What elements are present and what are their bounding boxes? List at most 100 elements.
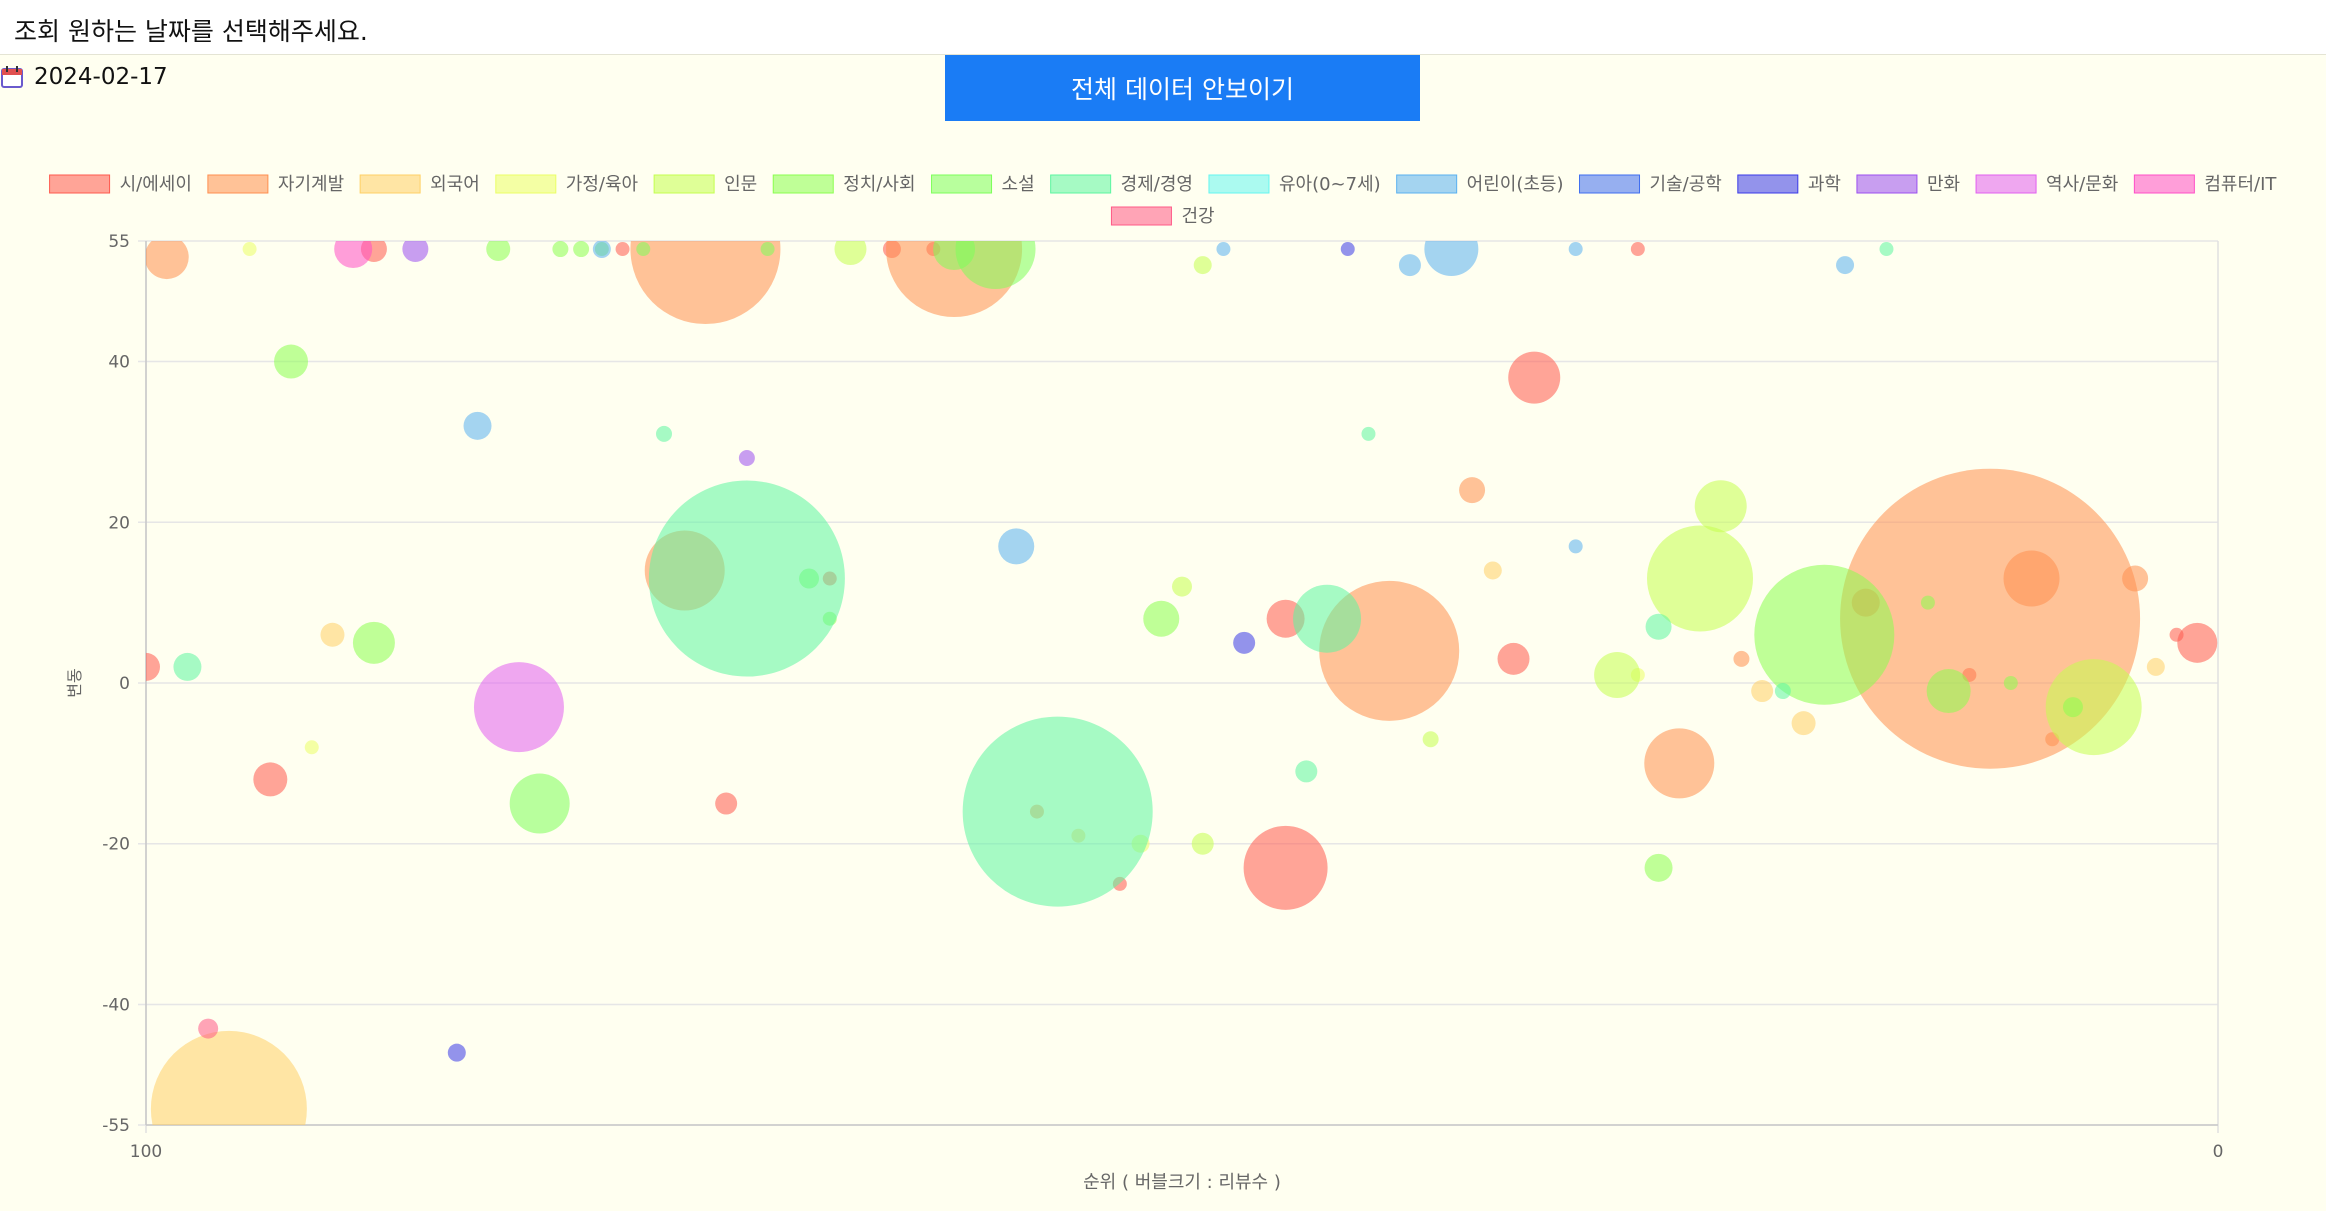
y-tick-label: 0 (119, 674, 130, 694)
bubble-point (636, 242, 651, 257)
legend-swatch (359, 174, 421, 194)
y-tick-label: -55 (102, 1116, 130, 1136)
bubble-point (1172, 576, 1192, 597)
legend-label: 시/에세이 (120, 174, 192, 195)
legend-item[interactable]: 외국어 (359, 174, 480, 195)
date-value[interactable]: 2024-02-17 (34, 64, 168, 90)
bubble-point (630, 241, 781, 325)
bubble-point (1340, 242, 1355, 257)
legend-item[interactable]: 정치/사회 (772, 174, 916, 195)
legend-label: 어린이(초등) (1467, 174, 1564, 195)
bubble-point (656, 425, 672, 442)
legend-item[interactable]: 과학 (1737, 174, 1841, 195)
legend-swatch (207, 174, 269, 194)
legend-swatch (49, 174, 111, 194)
bubble-point (1568, 242, 1583, 257)
legend-item[interactable]: 가정/육아 (495, 174, 639, 195)
legend-swatch (2133, 174, 2195, 194)
bubble-point (146, 652, 160, 681)
legend-label: 가정/육아 (566, 174, 639, 195)
bubble-point (615, 242, 630, 257)
legend-item[interactable]: 역사/문화 (1975, 174, 2118, 195)
legend-item[interactable]: 기술/공학 (1579, 174, 1722, 195)
bubble-point (1193, 256, 1212, 275)
legend-swatch (1856, 174, 1918, 194)
bubble-point (486, 241, 511, 262)
y-tick-label: 55 (108, 232, 130, 252)
legend-item[interactable]: 컴퓨터/IT (2133, 174, 2277, 195)
legend-label: 건강 (1181, 206, 1214, 227)
bubble-point (146, 241, 189, 280)
legend-item[interactable]: 자기계발 (207, 174, 344, 195)
header-bar: 조회 원하는 날짜를 선택해주세요. (0, 0, 2326, 55)
bubble-point (1926, 669, 1971, 714)
x-tick-label: 0 (2213, 1142, 2224, 1162)
legend-label: 기술/공학 (1650, 174, 1722, 195)
bubble-point (304, 740, 319, 755)
bubble-point (738, 449, 755, 466)
hide-all-data-button[interactable]: 전체 데이터 안보이기 (945, 55, 1420, 121)
bubble-point (1361, 426, 1376, 441)
legend-item[interactable]: 시/에세이 (49, 174, 192, 195)
legend-label: 과학 (1808, 174, 1841, 195)
bubble-point (1216, 242, 1231, 257)
bubble-point (834, 241, 867, 266)
bubble-point (1295, 760, 1318, 783)
bubble-point (2122, 565, 2149, 592)
legend-item[interactable]: 어린이(초등) (1396, 174, 1564, 195)
chart-bubbles (146, 241, 2218, 1125)
bubble-point (552, 241, 569, 258)
bubble-point (760, 242, 775, 257)
legend-label: 컴퓨터/IT (2204, 174, 2277, 195)
chart-legend: 시/에세이 자기계발 외국어 가정/육아 인문 정치/사회 소설 경제/경영 유아(0~7세) 어… (49, 174, 2277, 227)
legend-label: 유아(0~7세) (1279, 174, 1381, 195)
legend-item[interactable]: 인문 (653, 174, 757, 195)
bubble-point (1694, 480, 1747, 533)
legend-item[interactable]: 소설 (931, 174, 1035, 195)
bubble-point (1594, 651, 1641, 698)
bubble-point (463, 411, 492, 440)
bubble-point (1644, 853, 1673, 882)
date-prompt: 조회 원하는 날짜를 선택해주세요. (14, 17, 368, 46)
bubble-point (1233, 631, 1256, 654)
bubble-point (715, 792, 738, 815)
y-axis-label: 변동 (65, 668, 84, 697)
bubble-point (173, 652, 202, 681)
date-picker[interactable]: 2024-02-17 (0, 60, 168, 94)
bubble-point (1143, 600, 1180, 637)
bubble-point (447, 1043, 466, 1062)
bubble-point (2177, 622, 2218, 663)
legend-item[interactable]: 건강 (1110, 206, 1215, 227)
bubble-point (1243, 825, 1328, 910)
bubble-point (1754, 564, 1895, 705)
bubble-point (1424, 241, 1479, 277)
bubble-point (2003, 550, 2060, 607)
bubble-point (2003, 676, 2018, 690)
bubble-point (1645, 613, 1672, 640)
y-tick-label: 20 (108, 513, 130, 533)
bubble-point (1422, 731, 1439, 748)
bubble-point (320, 622, 345, 647)
bubble-point (1751, 680, 1774, 703)
legend-swatch (653, 174, 715, 194)
bubble-point (2045, 659, 2142, 756)
legend-item[interactable]: 경제/경영 (1050, 174, 1193, 195)
legend-item[interactable]: 유아(0~7세) (1208, 174, 1381, 195)
legend-swatch (1579, 174, 1641, 194)
bubble-point (955, 241, 1036, 290)
legend-swatch (1737, 174, 1799, 194)
bubble-point (1508, 351, 1561, 404)
legend-item[interactable]: 만화 (1856, 174, 1960, 195)
bubble-point (1398, 254, 1421, 277)
bubble-point (150, 1030, 307, 1125)
legend-label: 경제/경영 (1121, 174, 1193, 195)
bubble-point (473, 662, 564, 753)
bubble-point (1644, 728, 1715, 799)
legend-swatch (772, 174, 834, 194)
legend-swatch (1110, 206, 1172, 226)
calendar-icon[interactable] (0, 65, 24, 89)
legend-swatch (931, 174, 993, 194)
bubble-point (2146, 657, 2165, 676)
